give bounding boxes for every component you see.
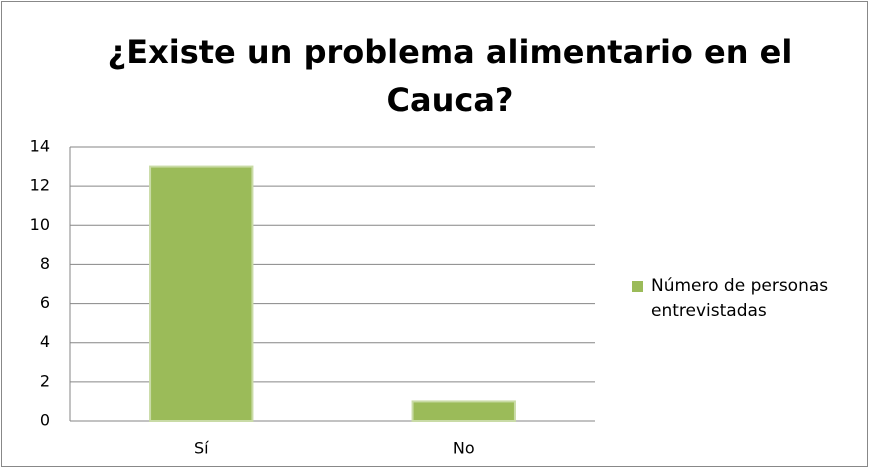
y-tick-label: 8 — [40, 254, 50, 273]
y-tick-label: 0 — [40, 411, 50, 430]
y-tick-label: 6 — [40, 293, 50, 312]
chart-title: ¿Existe un problema alimentario en el Ca… — [107, 33, 793, 119]
bar — [411, 400, 516, 422]
legend-label: Número de personas entrevistadas — [651, 276, 829, 321]
y-tick-label: 10 — [30, 215, 50, 234]
legend: Número de personas entrevistadas — [632, 274, 867, 324]
y-tick-label: 12 — [30, 176, 50, 195]
y-tick-label: 2 — [40, 371, 50, 390]
y-tick-label: 4 — [40, 332, 50, 351]
x-tick-label: No — [453, 439, 475, 458]
y-tick-label: 14 — [30, 137, 50, 156]
x-tick-label: Sí — [194, 439, 209, 458]
legend-swatch — [632, 281, 643, 292]
bar — [149, 165, 254, 422]
